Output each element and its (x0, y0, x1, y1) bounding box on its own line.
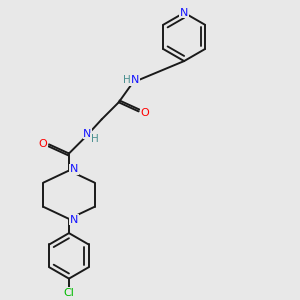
Text: N: N (70, 215, 78, 225)
Text: Cl: Cl (64, 288, 74, 298)
Text: N: N (83, 129, 92, 139)
Text: H: H (91, 134, 98, 144)
Text: H: H (123, 75, 130, 85)
Text: N: N (131, 75, 140, 85)
Text: O: O (38, 139, 47, 149)
Text: O: O (140, 108, 149, 118)
Text: N: N (70, 164, 78, 174)
Text: N: N (180, 8, 188, 18)
